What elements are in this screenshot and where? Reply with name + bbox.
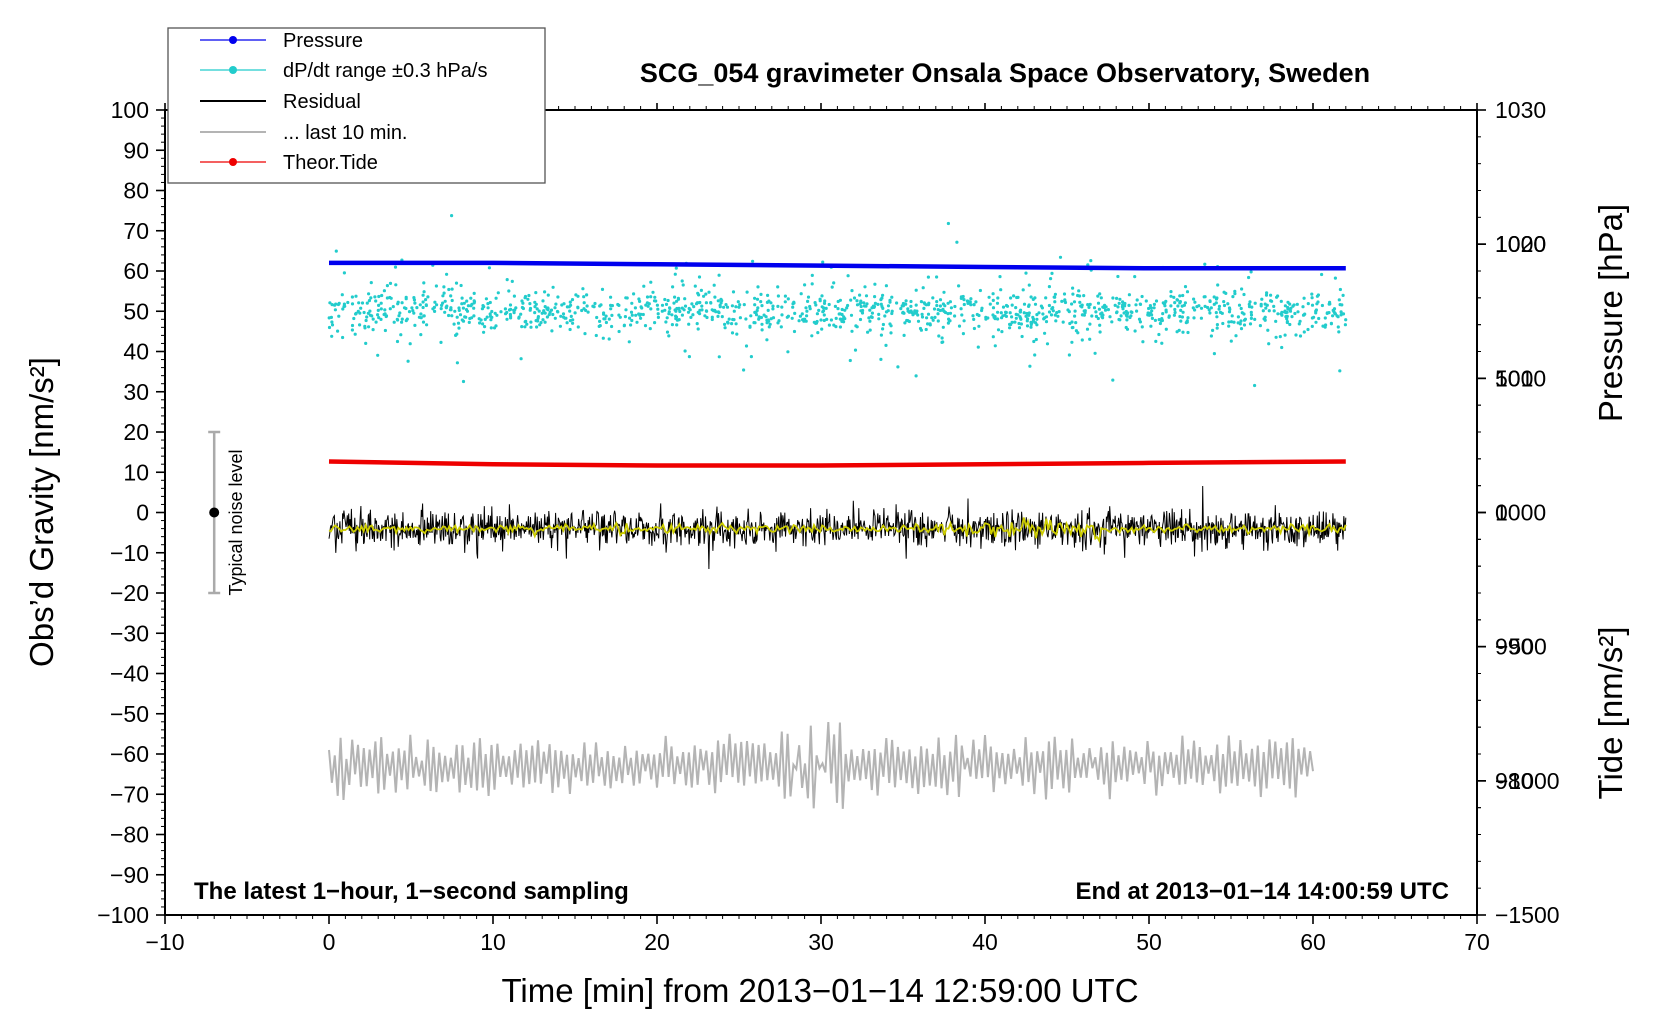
data-layer: [327, 214, 1348, 809]
ticks-layer: −10 0 10 20 30 40 50 60 701009080706050403020100…: [97, 97, 1559, 955]
y-tick-label: 10: [123, 459, 149, 485]
last10-line: [328, 721, 1314, 809]
tide-tick-label: 500: [1495, 365, 1533, 391]
series-last10: [328, 721, 1314, 809]
pressure-tick-label: 1030: [1495, 97, 1546, 123]
y-tick-label: −20: [110, 580, 149, 606]
y-tick-label: −100: [97, 902, 149, 928]
y-tick-label: −10: [110, 540, 149, 566]
tide-tick-label: 1000: [1495, 231, 1546, 257]
series-residual: [328, 485, 1347, 570]
y-tick-label: 40: [123, 339, 149, 365]
y-tick-label: 80: [123, 178, 149, 204]
y-tick-label: −90: [110, 862, 149, 888]
y-tick-label: 70: [123, 218, 149, 244]
y-tick-label: 0: [136, 500, 149, 526]
y-tick-label: 90: [123, 137, 149, 163]
series-dpdt: [327, 214, 1348, 388]
y-tick-label: 100: [111, 97, 149, 123]
x-tick-label: 60: [1300, 929, 1326, 955]
y-tick-label: 20: [123, 419, 149, 445]
y-axis-title-left: Obs’d Gravity [nm/s²]: [23, 357, 60, 667]
series-pressure: [329, 260, 1346, 271]
legend-item-last10: ... last 10 min.: [200, 122, 408, 144]
residual-line: [328, 485, 1347, 570]
x-tick-label: 30: [808, 929, 834, 955]
annotation-end-time: End at 2013−01−14 14:00:59 UTC: [1075, 878, 1449, 905]
y-tick-label: −60: [110, 741, 149, 767]
legend-dot-pressure: [229, 36, 237, 44]
y-tick-label: 50: [123, 298, 149, 324]
x-tick-label: 50: [1136, 929, 1162, 955]
x-tick-label: 20: [644, 929, 670, 955]
annotation-sampling: The latest 1−hour, 1−second sampling: [194, 878, 629, 905]
legend-label-pressure: Pressure: [283, 30, 363, 52]
y-axis-title-tide: Tide [nm/s²]: [1592, 627, 1629, 800]
y-tick-label: −80: [110, 822, 149, 848]
noise-level-marker: Typical noise level: [208, 430, 246, 596]
pressure-tick-label: 1020: [1495, 231, 1546, 257]
legend-item-dpdt: dP/dt range ±0.3 hPa/s: [200, 60, 487, 82]
noise-level-label: Typical noise level: [226, 449, 246, 595]
y-tick-label: 30: [123, 379, 149, 405]
pressure-tick-label: 1010: [1495, 365, 1546, 391]
x-axis-title: Time [min] from 2013−01−14 12:59:00 UTC: [501, 972, 1138, 1009]
tide-line: [328, 459, 1346, 468]
y-tick-label: 60: [123, 258, 149, 284]
noise-level-dot: [209, 507, 220, 518]
legend-label-residual: Residual: [283, 91, 361, 113]
x-tick-label: −10: [145, 929, 184, 955]
dpdt-points: [327, 214, 1348, 388]
chart-title: SCG_054 gravimeter Onsala Space Observat…: [640, 58, 1370, 88]
y-axis-title-pressure: Pressure [hPa]: [1592, 204, 1629, 422]
x-tick-label: 0: [323, 929, 336, 955]
legend: Pressure dP/dt range ±0.3 hPa/s Residual…: [167, 27, 546, 184]
pressure-line: [329, 260, 1346, 271]
series-tide: [328, 459, 1346, 468]
tide-tick-label: −1000: [1495, 768, 1560, 794]
y-tick-label: −30: [110, 620, 149, 646]
legend-label-last10: ... last 10 min.: [283, 122, 408, 144]
residual-smoothed-line: [328, 517, 1347, 544]
series-residual-smoothed: [328, 517, 1347, 544]
legend-label-dpdt: dP/dt range ±0.3 hPa/s: [283, 60, 487, 82]
legend-label-tide: Theor.Tide: [283, 152, 378, 174]
legend-item-residual: Residual: [200, 91, 361, 113]
tide-tick-label: −500: [1495, 634, 1547, 660]
tide-tick-label: −1500: [1495, 902, 1560, 928]
x-tick-label: 40: [972, 929, 998, 955]
y-tick-label: −50: [110, 701, 149, 727]
x-tick-label: 10: [480, 929, 506, 955]
legend-dot-dpdt: [229, 66, 237, 74]
x-tick-label: 70: [1464, 929, 1490, 955]
y-tick-label: −70: [110, 781, 149, 807]
pressure-tick-label: 990: [1495, 634, 1533, 660]
legend-item-pressure: Pressure: [200, 30, 363, 52]
pressure-tick-label: 1000: [1495, 500, 1546, 526]
tide-tick-label: 0: [1495, 500, 1508, 526]
pressure-tick-label: 980: [1495, 768, 1533, 794]
legend-dot-tide: [229, 158, 237, 166]
legend-item-tide: Theor.Tide: [200, 152, 378, 174]
legend-box: [167, 27, 546, 184]
plot-frame: [164, 109, 1478, 916]
y-tick-label: −40: [110, 661, 149, 687]
